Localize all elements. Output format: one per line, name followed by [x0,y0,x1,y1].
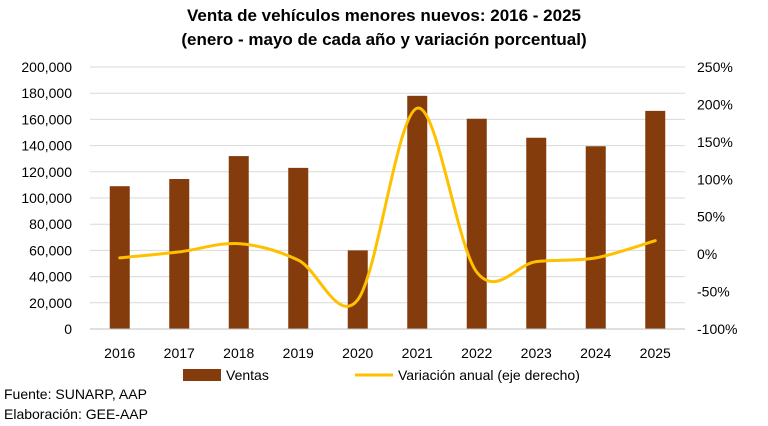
bar-2017 [169,179,190,329]
y-left-tick-label: 100,000 [21,190,72,206]
y-right-tick-label: -100% [697,321,737,337]
y-left-tick-label: 80,000 [29,216,72,232]
x-tick-label: 2016 [104,345,135,361]
bar-2024 [585,146,606,329]
source-note: Fuente: SUNARP, AAP [4,386,147,402]
y-right-tick-label: 50% [697,209,725,225]
legend-label-ventas: Ventas [226,367,269,383]
bar-2022 [466,118,487,330]
bar-2020 [347,250,368,329]
y-right-tick-label: 250% [697,59,733,75]
legend-label-variacion: Variación anual (eje derecho) [398,367,580,383]
y-left-tick-label: 60,000 [29,242,72,258]
bar-2025 [645,110,666,329]
bar-2023 [526,137,547,329]
y-right-tick-label: 100% [697,171,733,187]
x-tick-label: 2019 [283,345,314,361]
y-left-tick-label: 140,000 [21,138,72,154]
credit-note: Elaboración: GEE-AAP [4,406,148,422]
y-left-tick-label: 160,000 [21,111,72,127]
x-tick-label: 2024 [580,345,611,361]
x-tick-label: 2017 [164,345,195,361]
y-left-tick-label: 180,000 [21,85,72,101]
bar-2019 [288,167,309,329]
x-tick-label: 2023 [521,345,552,361]
legend-swatch-ventas [183,369,221,381]
y-left-tick-label: 120,000 [21,164,72,180]
y-right-tick-label: 150% [697,134,733,150]
y-left-tick-label: 200,000 [21,59,72,75]
bar-2021 [407,95,428,329]
y-right-tick-label: 0% [697,246,717,262]
x-tick-label: 2018 [223,345,254,361]
chart-subtitle: (enero - mayo de cada año y variación po… [181,30,587,49]
chart-title: Venta de vehículos menores nuevos: 2016 … [186,6,581,25]
variation-line [118,106,657,308]
x-tick-label: 2021 [402,345,433,361]
x-tick-label: 2022 [461,345,492,361]
x-tick-label: 2025 [640,345,671,361]
y-left-tick-label: 40,000 [29,269,72,285]
y-right-tick-label: 200% [697,96,733,112]
x-tick-label: 2020 [342,345,373,361]
y-left-tick-label: 0 [64,321,72,337]
y-right-tick-label: -50% [697,284,730,300]
y-left-tick-label: 20,000 [29,295,72,311]
